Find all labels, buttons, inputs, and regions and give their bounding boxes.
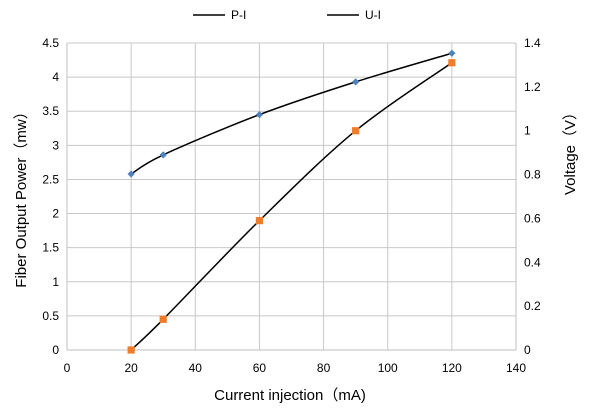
series-line-p-i: [130, 52, 453, 175]
right-y-tick-label: 1.2: [524, 80, 541, 94]
left-y-tick-label: 1: [52, 275, 59, 289]
right-y-axis-ticks: 0 0.2 0.4 0.6 0.8 1 1.2 1.4: [524, 36, 541, 357]
data-point-u-i: [448, 59, 456, 67]
legend: P-I U-I: [193, 8, 381, 22]
x-axis-title: Current injection（mA): [214, 387, 366, 404]
data-point-p-i: [255, 111, 264, 119]
left-y-tick-label: 3.5: [42, 104, 59, 118]
series-layer: [127, 49, 456, 354]
axes: [66, 43, 517, 351]
left-y-axis-title: Fiber Output Power（mw）: [13, 104, 30, 287]
data-point-u-i: [127, 346, 135, 354]
left-y-tick-label: 2.5: [42, 172, 59, 186]
data-point-p-i: [352, 78, 360, 86]
left-y-tick-label: 2: [52, 207, 59, 221]
left-y-tick-label: 4.5: [42, 36, 59, 50]
data-point-u-i: [352, 127, 360, 135]
right-y-tick-label: 1.4: [524, 36, 541, 50]
right-y-tick-label: 0.8: [524, 168, 541, 182]
data-point-p-i: [159, 151, 167, 159]
right-y-axis-title: Voltage（V）: [562, 105, 579, 195]
right-y-tick-label: 0.4: [524, 255, 541, 269]
x-tick-label: 60: [253, 361, 267, 375]
x-tick-label: 120: [442, 361, 462, 375]
data-point-p-i: [448, 49, 456, 57]
x-tick-label: 20: [124, 361, 138, 375]
left-y-tick-label: 1.5: [42, 241, 59, 255]
right-y-tick-label: 1: [524, 124, 531, 138]
right-y-tick-label: 0.6: [524, 211, 541, 225]
left-y-tick-label: 3: [52, 138, 59, 152]
left-y-tick-label: 0: [52, 343, 59, 357]
left-y-axis-ticks: 0 0.5 1 1.5 2 2.5 3 3.5 4 4.5: [42, 36, 59, 357]
x-tick-label: 140: [506, 361, 526, 375]
legend-label-p-i: P-I: [231, 8, 246, 22]
x-tick-label: 80: [317, 361, 331, 375]
gridlines: [66, 42, 517, 351]
left-y-tick-label: 0.5: [42, 309, 59, 323]
data-point-u-i: [159, 315, 167, 323]
x-tick-label: 40: [189, 361, 203, 375]
x-tick-label: 0: [64, 361, 71, 375]
x-tick-label: 100: [378, 361, 398, 375]
data-point-u-i: [255, 217, 264, 225]
data-point-p-i: [127, 170, 135, 178]
left-y-tick-label: 4: [52, 70, 59, 84]
x-axis-ticks: 0 20 40 60 80 100 120 140: [64, 361, 527, 375]
right-y-tick-label: 0: [524, 343, 531, 357]
legend-label-u-i: U-I: [365, 8, 381, 22]
series-line-u-i: [130, 62, 453, 351]
right-y-tick-label: 0.2: [524, 299, 541, 313]
